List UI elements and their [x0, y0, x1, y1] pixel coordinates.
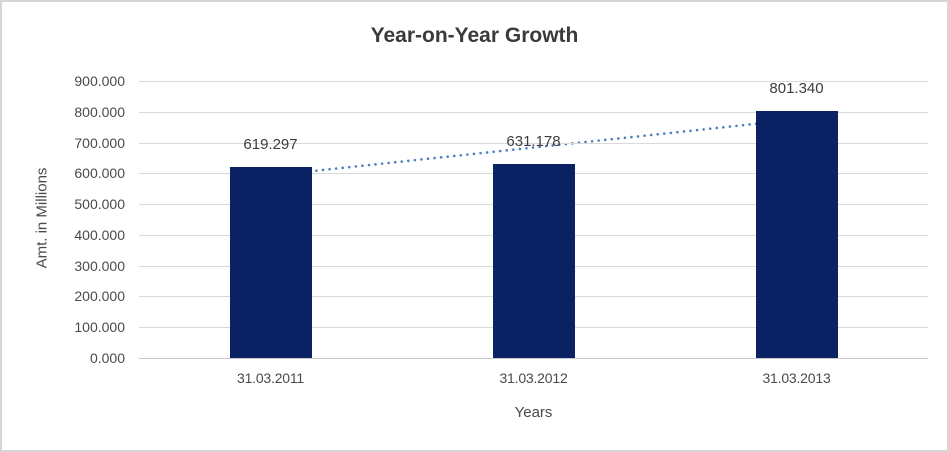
y-tick-label: 800.000	[74, 103, 125, 120]
bar-value-label: 801.340	[769, 80, 824, 98]
y-tick-label: 600.000	[74, 165, 125, 182]
y-tick-label: 0.000	[89, 350, 125, 366]
y-tick-label: 700.000	[74, 134, 125, 151]
gridline	[139, 358, 928, 359]
y-tick-label: 300.000	[74, 257, 125, 274]
y-tick-label: 500.000	[74, 196, 125, 213]
y-tick-label: 900.000	[74, 73, 125, 89]
plot-area: 619.297 631.178 801.340	[139, 80, 928, 359]
gridline	[139, 81, 928, 82]
bar-value-label: 619.297	[243, 136, 298, 154]
chart-title: Year-on-Year Growth	[370, 24, 579, 47]
bar	[492, 163, 575, 358]
x-tick-label: 31.03.2011	[236, 370, 305, 386]
y-tick-label: 100.000	[74, 319, 125, 336]
bar	[755, 111, 838, 358]
bar	[229, 167, 312, 358]
y-tick-label: 400.000	[74, 226, 125, 243]
y-axis-title: Amt. in Millions	[33, 167, 51, 269]
gridline	[139, 142, 928, 144]
x-tick-label: 31.03.2013	[762, 370, 831, 386]
x-tick-label: 31.03.2012	[499, 370, 568, 386]
gridline	[139, 111, 928, 113]
x-axis-title: Years	[514, 404, 553, 421]
bar-value-label: 631.178	[506, 132, 561, 150]
y-tick-label: 200.000	[74, 288, 125, 305]
